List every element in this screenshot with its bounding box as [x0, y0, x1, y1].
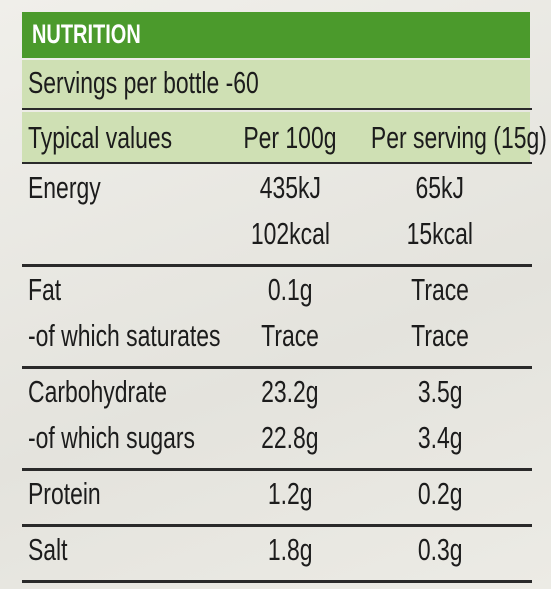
column-header: Per 100g: [190, 118, 390, 158]
column-header: Typical values: [28, 118, 223, 158]
cell-label: Carbohydrate: [28, 372, 216, 412]
cell-per-serving: Trace: [340, 270, 540, 310]
cell-per-serving-text: 15kcal: [406, 216, 474, 251]
cell-per-serving: 15kcal: [340, 214, 540, 254]
cell-per-100g: 435kJ: [190, 168, 390, 208]
cell-per-100g-text: 102kcal: [250, 216, 330, 251]
cell-per-100g-text: 22.8g: [261, 420, 319, 455]
cell-per-serving: 3.4g: [340, 418, 540, 458]
cell-per-100g-text: 435kJ: [259, 170, 321, 205]
cell-per-100g-text: Trace: [261, 318, 319, 353]
cell-per-serving-text: Trace: [411, 272, 469, 307]
rule: [22, 366, 532, 369]
cell-label: Fat: [28, 270, 73, 310]
rule: [22, 264, 532, 267]
cell-per-100g-text: 1.8g: [267, 532, 313, 567]
servings: Servings per bottle -60: [28, 63, 340, 103]
column-header-text: Per serving (15g): [370, 120, 547, 155]
title-text: NUTRITION: [32, 19, 141, 49]
servings-band: [22, 60, 530, 108]
title: NUTRITION: [32, 14, 179, 54]
column-header: Per serving (15g): [340, 118, 547, 158]
cell-per-serving-text: 65kJ: [415, 170, 465, 205]
cell-per-100g-text: 1.2g: [267, 476, 313, 511]
rule: [22, 108, 532, 110]
rule: [22, 580, 532, 583]
rule: [22, 162, 532, 164]
cell-per-100g: 1.8g: [190, 530, 390, 570]
cell-per-100g: Trace: [190, 316, 390, 356]
cell-per-100g: 22.8g: [190, 418, 390, 458]
cell-per-100g-text: 23.2g: [261, 374, 319, 409]
column-header-text: Typical values: [28, 120, 173, 155]
cell-per-serving: 0.3g: [340, 530, 540, 570]
cell-label: -of which sugars: [28, 418, 254, 458]
cell-label: Energy: [28, 168, 126, 208]
cell-per-serving: 65kJ: [340, 168, 540, 208]
cell-per-serving-text: 3.5g: [417, 374, 463, 409]
cell-per-100g: 102kcal: [190, 214, 390, 254]
cell-per-serving-text: 3.4g: [417, 420, 463, 455]
header-bar: [22, 12, 530, 58]
cell-per-100g: 0.1g: [190, 270, 390, 310]
cell-per-serving: Trace: [340, 316, 540, 356]
cell-per-100g-text: 0.1g: [267, 272, 313, 307]
column-header-text: Per 100g: [243, 120, 337, 155]
cell-label-text: Fat: [28, 272, 62, 307]
cell-label-text: Salt: [28, 532, 68, 567]
cell-label: Salt: [28, 530, 81, 570]
cell-label-text: Carbohydrate: [28, 374, 168, 409]
cell-per-serving-text: Trace: [411, 318, 469, 353]
cell-label: -of which saturates: [28, 316, 288, 356]
cell-label-text: -of which saturates: [28, 318, 221, 353]
rule: [22, 468, 532, 471]
cell-per-100g: 23.2g: [190, 372, 390, 412]
rule: [22, 524, 532, 527]
cell-per-serving-text: 0.3g: [417, 532, 463, 567]
cell-label: Protein: [28, 474, 126, 514]
cell-per-serving-text: 0.2g: [417, 476, 463, 511]
cell-per-100g: 1.2g: [190, 474, 390, 514]
servings-text: Servings per bottle -60: [28, 65, 259, 100]
cell-label-text: Energy: [28, 170, 101, 205]
cell-label-text: -of which sugars: [28, 420, 196, 455]
cell-per-serving: 3.5g: [340, 372, 540, 412]
columns-band: [22, 112, 530, 162]
cell-label-text: Protein: [28, 476, 101, 511]
cell-per-serving: 0.2g: [340, 474, 540, 514]
